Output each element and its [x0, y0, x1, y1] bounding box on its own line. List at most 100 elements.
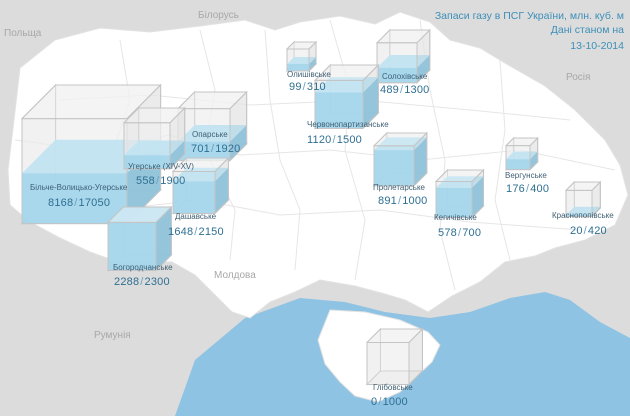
storage-name: Олишівське: [287, 70, 331, 79]
value-separator: /: [399, 84, 404, 96]
capacity-front-face: [366, 341, 410, 385]
value-separator: /: [155, 175, 160, 187]
storage-name: Червонопартизанське: [307, 120, 389, 129]
storage-cube: [122, 106, 186, 170]
capacity-value: 400: [530, 183, 550, 195]
storage-volume: 99/310: [289, 81, 326, 93]
storage-volume: 20/420: [570, 225, 607, 237]
capacity-right-face: [214, 156, 229, 215]
storage-name: Більче-Волицько-Угерське: [30, 183, 128, 192]
storage-cube: [504, 136, 539, 171]
storage-name: Угерське (XIV-XV): [128, 162, 194, 171]
gas-front-face: [22, 173, 127, 224]
capacity-right-face: [416, 28, 431, 85]
capacity-value: 700: [462, 227, 482, 239]
storage-volume: 578/700: [438, 227, 481, 239]
stock-value: 0: [371, 396, 378, 408]
country-label-romania: Румунія: [94, 330, 131, 341]
storage-name: Пролетарське: [373, 183, 426, 192]
capacity-value: 1900: [160, 175, 186, 187]
gas-front-face: [124, 155, 170, 169]
country-label-belarus: Білорусь: [198, 10, 239, 21]
value-separator: /: [583, 225, 587, 237]
capacity-right-face: [413, 131, 428, 188]
storage-cube: [176, 90, 248, 162]
storage-volume: 558/1900: [136, 175, 186, 187]
capacity-value: 310: [306, 81, 326, 93]
country-label-poland: Польща: [4, 28, 42, 39]
storage-volume: 701/1920: [191, 143, 241, 155]
value-separator: /: [397, 195, 402, 207]
gas-side-face: [230, 125, 247, 161]
gas-side-face: [156, 207, 172, 271]
gas-side-face: [417, 54, 430, 83]
capacity-front-face: [505, 145, 531, 171]
gas-side-face: [414, 137, 427, 186]
storage-cube: [106, 205, 173, 272]
capacity-right-face: [155, 205, 172, 272]
stock-value: 176: [506, 183, 525, 195]
storage-cube: [434, 168, 485, 219]
storage-volume: 2288/2300: [114, 276, 170, 288]
capacity-value: 1000: [402, 195, 428, 207]
storage-cubes: [20, 28, 602, 386]
gas-side-face: [215, 167, 229, 214]
storage-volume: 489/1300: [380, 84, 430, 96]
gas-side-face: [309, 56, 317, 72]
map-title: Запаси газу в ПСГ України, млн. куб. м: [434, 10, 624, 22]
value-separator: /: [74, 197, 78, 209]
stock-value: 489: [380, 84, 399, 96]
storage-volume: 0/1000: [371, 396, 408, 408]
value-separator: /: [457, 227, 462, 239]
capacity-right-face: [362, 63, 379, 130]
storage-name: Богородчанське: [113, 263, 173, 272]
stock-value: 1120: [307, 134, 332, 146]
capacity-front-face: [286, 48, 310, 72]
gas-front-face: [173, 181, 215, 214]
capacity-right-face: [591, 180, 601, 218]
storage-cube: [171, 156, 230, 215]
capacity-right-face: [308, 40, 317, 73]
storage-volume: 176/400: [506, 183, 549, 195]
storage-name: Глібовське: [373, 383, 413, 392]
capacity-right-face: [408, 327, 423, 386]
stock-value: 558: [136, 175, 155, 187]
value-separator: /: [378, 396, 382, 408]
gas-front-face: [377, 67, 417, 83]
capacity-value: 2150: [198, 226, 224, 238]
capacity-value: 420: [587, 225, 607, 237]
gas-front-face: [374, 150, 414, 186]
map-date: 13-10-2014: [570, 40, 624, 52]
storage-name: Кегичівське: [434, 213, 477, 222]
storage-cube: [313, 63, 380, 130]
country-label-moldova: Молдова: [214, 270, 256, 281]
gas-front-face: [436, 187, 472, 218]
stock-value: 99: [289, 81, 302, 93]
gas-front-face: [506, 159, 530, 170]
gas-top-face: [108, 207, 172, 223]
storage-name: Вергунське: [505, 171, 547, 180]
gas-front-face: [287, 64, 309, 72]
value-separator: /: [210, 143, 215, 155]
capacity-right-face: [229, 90, 248, 162]
stock-value: 8168: [48, 197, 74, 209]
stock-value: 578: [438, 227, 457, 239]
storage-cube: [372, 131, 429, 188]
value-separator: /: [332, 134, 336, 146]
capacity-value: 1500: [336, 134, 363, 146]
map-subtitle: Дані станом на: [550, 24, 624, 36]
gas-front-face: [108, 222, 156, 271]
gas-side-face: [363, 77, 379, 129]
storage-volume: 8168/17050: [48, 197, 110, 209]
storage-volume: 1120/1500: [307, 134, 362, 146]
storage-name: Дашавське: [175, 212, 217, 221]
capacity-value: 1300: [404, 84, 430, 96]
capacity-right-face: [169, 106, 186, 170]
gas-side-face: [170, 140, 185, 169]
storage-cube: [285, 40, 318, 73]
stock-value: 2288: [114, 276, 140, 288]
gas-front-face: [178, 141, 230, 161]
stock-value: 1648: [168, 226, 194, 238]
